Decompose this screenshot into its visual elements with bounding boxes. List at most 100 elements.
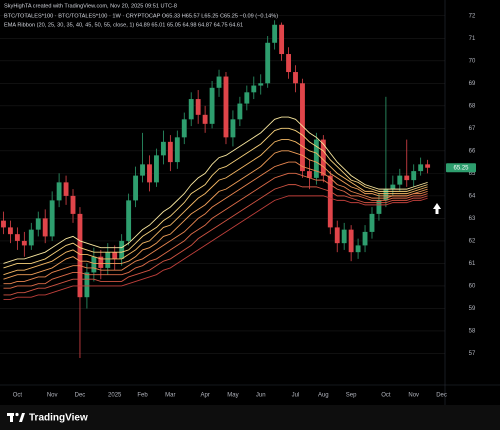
candle-body	[28, 229, 34, 246]
candle-body	[390, 184, 396, 190]
candle-body	[306, 171, 312, 178]
candle-body	[14, 234, 20, 241]
x-tick-label: Dec	[436, 393, 447, 399]
credit: SkyHighTA created with TradingView.com, …	[4, 3, 177, 9]
candle-body	[91, 256, 97, 273]
candle-body	[77, 213, 83, 298]
x-tick-label: Dec	[75, 393, 86, 399]
candle-body	[140, 164, 145, 176]
x-tick-label: 2025	[108, 393, 122, 399]
candle-body	[418, 164, 424, 172]
y-tick-label: 58	[469, 329, 476, 335]
y-tick-label: 60	[469, 284, 476, 290]
candle-body	[188, 99, 194, 120]
candle-body	[56, 182, 62, 201]
candle-body	[327, 175, 333, 228]
last-price-label: 65.25	[453, 165, 469, 171]
grid	[0, 15, 445, 354]
candle-body	[293, 72, 298, 84]
candle-body	[355, 245, 361, 253]
logo-part	[7, 413, 14, 416]
y-tick-label: 72	[469, 13, 476, 19]
x-tick-label: Sep	[346, 393, 357, 399]
y-tick-label: 68	[469, 103, 476, 109]
candle-body	[258, 83, 264, 86]
logo-part	[15, 412, 19, 417]
x-tick-label: Mar	[165, 393, 175, 399]
y-tick-label: 66	[469, 148, 476, 154]
candle-body	[404, 175, 410, 181]
candle-body	[154, 155, 159, 183]
ema-line	[3, 161, 428, 285]
candle-body	[35, 218, 41, 230]
ema-line	[3, 195, 428, 300]
x-tick-label: Nov	[408, 393, 419, 399]
axes: 57 58 59 60 61 62 63 64 65 66 67 68 69 70 71 72 Oct Nov De…	[13, 13, 476, 399]
ema-line	[3, 127, 428, 269]
candle-body	[313, 139, 319, 178]
candle-body	[244, 92, 250, 104]
candle-body	[320, 139, 326, 176]
candle-body	[133, 175, 139, 201]
ema-line	[3, 172, 428, 289]
candle-body	[174, 137, 180, 163]
symbol-legend: BTC/TOTALES*100 · BTC/TOTALES*100 · 1W ·…	[4, 13, 278, 19]
x-tick-label: Jul	[292, 393, 300, 399]
candle-body	[181, 119, 187, 138]
x-tick-label: Oct	[13, 393, 23, 399]
candle-body	[209, 87, 215, 124]
x-tick-label: May	[227, 393, 238, 399]
x-tick-label: Oct	[381, 393, 391, 399]
y-tick-label: 70	[469, 58, 476, 64]
arrow-annotation	[433, 203, 441, 214]
candle-body	[411, 171, 417, 181]
candle-body	[84, 272, 90, 298]
y-tick-label: 65	[469, 171, 476, 177]
plot-area	[1, 20, 431, 358]
last-price-box	[446, 163, 476, 173]
y-tick-label: 63	[469, 216, 476, 222]
logo-part	[19, 413, 25, 422]
candle-body	[362, 231, 368, 246]
candle-body	[397, 175, 403, 185]
candle-body	[334, 227, 340, 244]
candle-body	[160, 141, 166, 156]
candle-body	[21, 240, 27, 246]
x-tick-label: Aug	[318, 393, 329, 399]
candle-body	[42, 218, 48, 237]
ema-line	[3, 116, 428, 264]
candle-body	[230, 119, 236, 138]
candle-body	[300, 83, 305, 172]
y-tick-label: 64	[469, 193, 476, 199]
candle-body	[112, 252, 118, 259]
candle-body	[265, 42, 271, 84]
candle-body	[216, 76, 222, 88]
candle-body	[49, 200, 55, 237]
candle-body	[383, 189, 389, 201]
candle-body	[279, 24, 285, 55]
brand-name: TradingView	[29, 413, 88, 424]
candle-body	[1, 220, 6, 228]
candle-body	[341, 229, 347, 244]
x-tick-label: Jun	[256, 393, 266, 399]
ema-line	[3, 184, 428, 296]
candle-body	[251, 85, 257, 93]
y-tick-label: 69	[469, 81, 476, 87]
candle-body	[376, 200, 382, 214]
x-tick-label: Nov	[47, 393, 58, 399]
candle-body	[348, 229, 354, 253]
candle-body	[98, 256, 104, 268]
candle-body	[286, 54, 291, 73]
y-tick-label: 67	[469, 126, 476, 132]
candle-body	[272, 24, 278, 43]
candle-body	[202, 114, 208, 124]
indicator-legend: EMA Ribbon (20, 25, 30, 35, 40, 45, 50, …	[4, 22, 243, 28]
y-tick-label: 61	[469, 261, 476, 267]
ema-line	[3, 150, 428, 280]
candle-body	[7, 227, 13, 235]
x-tick-label: Apr	[200, 393, 209, 399]
x-tick-label: Feb	[137, 393, 148, 399]
